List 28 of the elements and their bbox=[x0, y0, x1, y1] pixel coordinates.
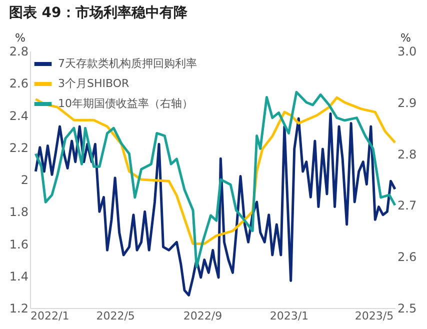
line-series bbox=[34, 112, 396, 296]
y-axis-title: % bbox=[15, 32, 26, 44]
y-tick-label: 1.6 bbox=[9, 237, 28, 252]
y2-axis-title: % bbox=[400, 32, 411, 44]
y2-tick-label: 2.6 bbox=[398, 250, 417, 264]
y2-tick-label: 2.5 bbox=[398, 302, 417, 316]
x-tick-label: 2023/1 bbox=[270, 310, 309, 322]
y-tick-label: 2 bbox=[20, 173, 28, 187]
x-tick-label: 2022/1 bbox=[30, 310, 70, 322]
x-tick-label: 2023/5 bbox=[354, 310, 394, 322]
y-tick-label: 1.2 bbox=[9, 302, 28, 316]
y-tick-label: 2.6 bbox=[9, 76, 28, 91]
legend-label: 7天存款类机构质押回购利率 bbox=[58, 57, 197, 70]
x-tick-label: 2022/9 bbox=[183, 310, 222, 322]
line-series bbox=[34, 90, 396, 268]
x-tick-label: 2022/5 bbox=[96, 310, 135, 322]
y-tick-label: 2.8 bbox=[9, 44, 28, 58]
y2-tick-label: 3.0 bbox=[398, 44, 417, 58]
chart-title: 图表 49：市场利率稳中有降 bbox=[8, 4, 188, 21]
y-tick-label: 1.8 bbox=[9, 205, 28, 220]
y2-tick-label: 2.7 bbox=[398, 198, 417, 213]
y-tick-label: 2.2 bbox=[9, 140, 28, 155]
y-tick-label: 1.4 bbox=[9, 269, 28, 284]
y2-tick-label: 2.9 bbox=[398, 96, 417, 110]
y2-tick-label: 2.8 bbox=[398, 147, 417, 162]
legend-label: 3个月SHIBOR bbox=[58, 77, 130, 90]
y-tick-label: 2.4 bbox=[9, 108, 28, 123]
legend-label: 10年期国债收益率（右轴） bbox=[58, 97, 193, 110]
